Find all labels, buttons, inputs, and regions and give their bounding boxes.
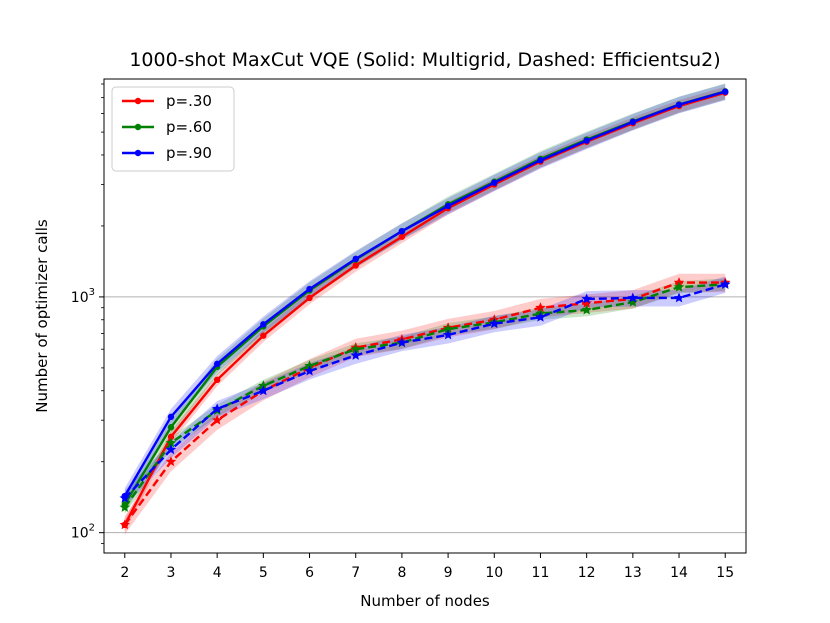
data-point (119, 519, 131, 530)
data-point (719, 278, 731, 289)
data-point (535, 311, 546, 322)
x-tick-label: 13 (624, 565, 642, 581)
data-point (627, 292, 639, 303)
data-point (258, 380, 269, 391)
data-point (673, 292, 685, 303)
legend-label: p=.30 (166, 92, 212, 110)
series-dashed-p=.30 (119, 277, 731, 530)
y-tick-label: 102 (71, 523, 95, 542)
data-point (304, 365, 315, 376)
legend-marker (134, 97, 142, 105)
x-tick-label: 10 (485, 565, 503, 581)
legend-label: p=.60 (166, 118, 212, 136)
data-point (489, 318, 500, 329)
x-tick-label: 11 (532, 565, 550, 581)
data-point (581, 293, 592, 304)
data-point (165, 437, 177, 448)
data-point (581, 297, 592, 308)
x-tick-label: 8 (397, 565, 406, 581)
data-point (167, 433, 175, 441)
data-point (352, 262, 359, 269)
data-point (165, 456, 177, 467)
y-axis-label: Number of optimizer calls (33, 219, 51, 413)
x-tick-label: 6 (305, 565, 314, 581)
series-band (124, 278, 726, 514)
data-point (352, 255, 359, 263)
x-tick-label: 12 (578, 565, 596, 581)
x-tick-label: 7 (351, 565, 360, 581)
legend-marker (134, 149, 142, 157)
data-point (306, 285, 313, 293)
data-point (398, 227, 406, 235)
x-tick-label: 4 (213, 565, 222, 581)
series-line (123, 90, 726, 497)
data-point (722, 88, 729, 95)
data-point (211, 414, 223, 425)
data-point (583, 137, 590, 144)
data-point (119, 492, 131, 503)
data-point (350, 349, 361, 360)
data-point (675, 101, 683, 108)
x-tick-label: 5 (259, 565, 268, 581)
x-tick-label: 3 (167, 565, 176, 581)
data-point (260, 321, 267, 328)
series-band (124, 276, 726, 507)
legend-box (111, 86, 235, 172)
series-dashed-p=.90 (119, 278, 731, 503)
data-point (213, 360, 221, 368)
data-point (444, 202, 452, 210)
data-point (396, 337, 408, 348)
data-point (167, 413, 175, 421)
plot-frame (103, 78, 747, 554)
data-point (442, 329, 454, 340)
data-point (304, 360, 315, 371)
series-band (124, 273, 726, 535)
data-point (306, 294, 313, 302)
data-point (167, 424, 175, 431)
data-point (350, 343, 361, 354)
y-tick-label: 103 (71, 287, 95, 306)
data-point (260, 332, 267, 339)
data-point (213, 376, 221, 384)
data-point (398, 233, 406, 240)
data-point (258, 385, 269, 396)
legend-label: p=.90 (166, 144, 212, 162)
series-line (123, 283, 726, 500)
legend: p=.30 p=.60 p=.90 (111, 86, 235, 172)
x-axis-label: Number of nodes (360, 592, 490, 610)
data-point (537, 157, 544, 164)
data-point (165, 444, 177, 455)
data-point (211, 403, 223, 414)
data-point (581, 304, 592, 315)
chart-title: 1000-shot MaxCut VQE (Solid: Multigrid, … (129, 49, 720, 71)
axes: 2 3 4 5 6 7 8 9 10 11 12 13 14 15 102 103 (71, 83, 734, 581)
series-solid-p=.90 (121, 88, 729, 500)
series-line (123, 281, 726, 526)
data-point (491, 179, 498, 186)
data-point (629, 118, 637, 126)
x-tick-label: 9 (444, 565, 453, 581)
data-point (627, 296, 639, 307)
series-line (123, 283, 726, 509)
x-tick-label: 15 (716, 565, 734, 581)
legend-marker (134, 123, 142, 131)
x-tick-label: 14 (670, 565, 688, 581)
data-point (535, 302, 546, 313)
data-point (119, 501, 131, 512)
data-point (673, 281, 685, 292)
plot-area (104, 83, 746, 535)
data-point (442, 323, 454, 334)
series-dashed-p=.60 (119, 278, 731, 512)
x-tick-label: 2 (120, 565, 129, 581)
